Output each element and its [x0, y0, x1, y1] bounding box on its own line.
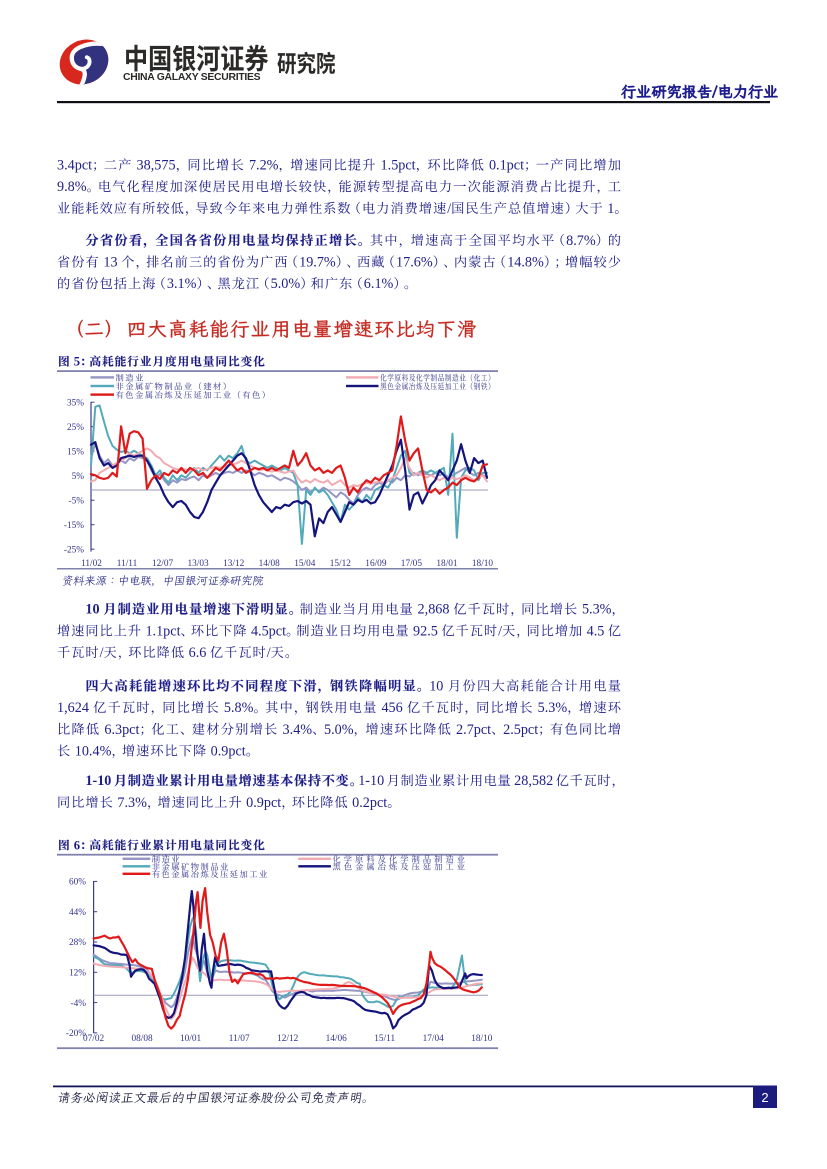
- svg-text:5.0%: 5.0%: [324, 722, 354, 738]
- svg-text:/: /: [100, 645, 104, 661]
- svg-text:12/07: 12/07: [152, 559, 174, 569]
- svg-text:10: 10: [429, 679, 447, 695]
- svg-text:18/10: 18/10: [472, 559, 494, 569]
- svg-text:28%: 28%: [69, 938, 86, 948]
- svg-text:11/07: 11/07: [229, 1034, 250, 1044]
- svg-text:35%: 35%: [67, 398, 84, 408]
- svg-text:11/02: 11/02: [81, 559, 102, 569]
- svg-text:38,575: 38,575: [133, 158, 176, 174]
- svg-text:/: /: [447, 201, 451, 217]
- svg-text:10/01: 10/01: [180, 1034, 202, 1044]
- svg-text:12/12: 12/12: [277, 1034, 299, 1044]
- svg-text:0.2pct: 0.2pct: [349, 795, 388, 811]
- svg-text:/: /: [267, 645, 271, 661]
- svg-text:2: 2: [761, 1090, 768, 1105]
- svg-text:5.3%: 5.3%: [578, 602, 611, 618]
- svg-text:-20%: -20%: [66, 1029, 86, 1039]
- svg-text:5.0%: 5.0%: [271, 276, 301, 292]
- svg-text:12%: 12%: [69, 969, 86, 979]
- svg-text:17/05: 17/05: [401, 559, 423, 569]
- svg-text:15/12: 15/12: [330, 559, 352, 569]
- svg-text:7.3%: 7.3%: [114, 795, 147, 811]
- svg-text:15/04: 15/04: [294, 559, 316, 569]
- svg-text:14.8%: 14.8%: [507, 255, 544, 271]
- svg-text:6.1%: 6.1%: [364, 276, 394, 292]
- svg-text:6: 6: [71, 838, 80, 852]
- svg-text:3.4pct: 3.4pct: [57, 158, 92, 174]
- svg-text:9.8%: 9.8%: [57, 179, 87, 195]
- svg-text:25%: 25%: [67, 423, 84, 433]
- svg-text:15%: 15%: [67, 447, 84, 457]
- svg-text:6.6: 6.6: [185, 645, 210, 661]
- svg-text:4.5: 4.5: [583, 623, 608, 639]
- svg-text:0.9pct: 0.9pct: [243, 795, 282, 811]
- svg-text:10.4%: 10.4%: [71, 743, 111, 759]
- svg-text:3.1%: 3.1%: [167, 276, 197, 292]
- svg-text:18/10: 18/10: [471, 1034, 493, 1044]
- svg-text:5.8%: 5.8%: [220, 700, 253, 716]
- svg-text:456: 456: [378, 700, 406, 716]
- svg-text:4.5pct: 4.5pct: [247, 623, 286, 639]
- svg-text:/: /: [498, 623, 502, 639]
- svg-text:13: 13: [100, 255, 121, 271]
- svg-text:92.5: 92.5: [410, 623, 442, 639]
- svg-text:5.3%: 5.3%: [534, 700, 567, 716]
- svg-text:2,868: 2,868: [414, 602, 453, 618]
- svg-text:3.4%: 3.4%: [279, 722, 312, 738]
- svg-text:14/08: 14/08: [259, 559, 281, 569]
- svg-text:17/04: 17/04: [423, 1034, 445, 1044]
- svg-text:CHINA GALAXY SECURITIES: CHINA GALAXY SECURITIES: [123, 72, 261, 83]
- svg-text:16/09: 16/09: [365, 559, 387, 569]
- svg-text:1: 1: [604, 201, 615, 217]
- svg-text:0.1pct: 0.1pct: [485, 158, 524, 174]
- svg-text:10: 10: [85, 602, 103, 618]
- svg-text:-15%: -15%: [64, 521, 84, 531]
- svg-text:13/12: 13/12: [223, 559, 245, 569]
- svg-text:1,624: 1,624: [57, 700, 92, 716]
- svg-text:2.7pct: 2.7pct: [453, 722, 492, 738]
- svg-text:28,582: 28,582: [511, 773, 557, 789]
- svg-text:1.5pct: 1.5pct: [377, 158, 416, 174]
- svg-text:11/11: 11/11: [117, 559, 138, 569]
- svg-text:-5%: -5%: [69, 496, 85, 506]
- svg-text:07/02: 07/02: [83, 1034, 105, 1044]
- svg-text:1-10: 1-10: [358, 773, 388, 789]
- svg-text:08/08: 08/08: [132, 1034, 154, 1044]
- svg-text:2.5pct: 2.5pct: [503, 722, 538, 738]
- svg-text:17.6%: 17.6%: [396, 255, 433, 271]
- svg-text:-25%: -25%: [64, 545, 84, 555]
- svg-text:19.7%: 19.7%: [299, 255, 336, 271]
- svg-text:13/03: 13/03: [188, 559, 210, 569]
- svg-text:6.3pct: 6.3pct: [101, 722, 140, 738]
- svg-text:14/06: 14/06: [326, 1034, 348, 1044]
- svg-text:0.9pct: 0.9pct: [207, 743, 246, 759]
- svg-text:-4%: -4%: [71, 999, 87, 1009]
- svg-text:1.1pct: 1.1pct: [142, 623, 181, 639]
- svg-text:7.2%: 7.2%: [245, 158, 278, 174]
- svg-text:1-10: 1-10: [85, 773, 115, 789]
- svg-text:18/01: 18/01: [436, 559, 458, 569]
- svg-text:5%: 5%: [72, 472, 85, 482]
- svg-text:8.7%: 8.7%: [566, 233, 596, 249]
- svg-text:5: 5: [71, 355, 80, 369]
- svg-text:60%: 60%: [69, 878, 86, 888]
- svg-text:15/11: 15/11: [374, 1034, 395, 1044]
- svg-text:44%: 44%: [69, 908, 86, 918]
